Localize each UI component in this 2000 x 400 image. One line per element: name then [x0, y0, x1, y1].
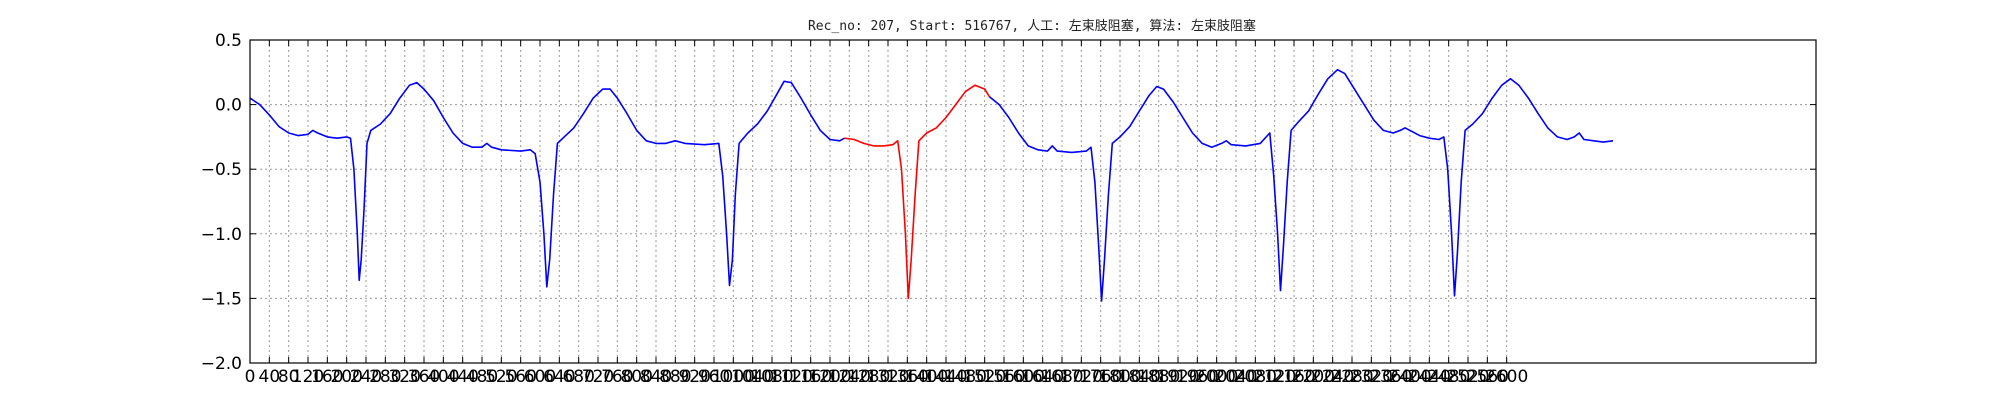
x-tick-label: 40 — [259, 367, 281, 387]
x-tick-label: 1960 — [1176, 367, 1219, 387]
x-tick-label: 2160 — [1272, 367, 1315, 387]
y-tick-label: 0.0 — [215, 96, 242, 116]
x-tick-label: 1880 — [1137, 367, 1180, 387]
x-tick-label: 1600 — [1002, 367, 1045, 387]
x-tick-label: 2440 — [1408, 367, 1451, 387]
series-line-2 — [988, 68, 1614, 302]
x-tick-label: 2480 — [1427, 367, 1470, 387]
x-tick-label: 2280 — [1330, 367, 1373, 387]
chart-title: Rec_no: 207, Start: 516767, 人工: 左束肢阻塞, 算… — [808, 18, 1256, 34]
x-tick-label: 680 — [562, 367, 594, 387]
x-tick-label: 200 — [330, 367, 362, 387]
x-tick-label: 1480 — [944, 367, 987, 387]
x-tick-label: 2200 — [1292, 367, 1335, 387]
x-tick-label: 1680 — [1040, 367, 1083, 387]
x-tick-label: 160 — [311, 367, 343, 387]
series-line-1 — [844, 84, 991, 300]
x-tick-label: 1720 — [1060, 367, 1103, 387]
x-tick-label: 920 — [678, 367, 710, 387]
x-tick-label: 720 — [582, 367, 614, 387]
grid — [250, 40, 1816, 363]
x-tick-label: 80 — [278, 367, 300, 387]
x-tick-label: 1240 — [828, 367, 871, 387]
x-tick-label: 120 — [292, 367, 324, 387]
x-tick-label: 1160 — [789, 367, 832, 387]
x-tick-label: 2320 — [1350, 367, 1393, 387]
x-tick-label: 1440 — [924, 367, 967, 387]
y-tick-label: −1.0 — [201, 225, 242, 245]
x-tick-label: 1200 — [808, 367, 851, 387]
x-tick-label: 240 — [350, 367, 382, 387]
x-tick-label: 280 — [369, 367, 401, 387]
x-tick-label: 2000 — [1195, 367, 1238, 387]
x-tick-label: 320 — [388, 367, 420, 387]
x-tick-label: 2120 — [1253, 367, 1296, 387]
x-tick-label: 1840 — [1118, 367, 1161, 387]
x-tick-label: 2560 — [1466, 367, 1509, 387]
y-tick-label: −2.0 — [201, 354, 242, 374]
x-axis: 0 408012016020024028032036040044048052056… — [245, 40, 1528, 387]
plot-frame — [249, 39, 1817, 364]
x-tick-label: 1080 — [750, 367, 793, 387]
x-tick-label: 2080 — [1234, 367, 1277, 387]
x-tick-label: 1360 — [886, 367, 929, 387]
x-tick-label: 2520 — [1446, 367, 1489, 387]
x-tick-label: 1640 — [1021, 367, 1064, 387]
x-tick-label: 1120 — [770, 367, 813, 387]
x-tick-label: 960 — [698, 367, 730, 387]
x-tick-label: 1800 — [1098, 367, 1141, 387]
y-axis: 0.5 0.0 −0.5 −1.0 −1.5 −2.0 — [201, 31, 1816, 374]
x-tick-label: 1400 — [905, 367, 948, 387]
x-tick-label: 1000 — [712, 367, 755, 387]
x-tick-label: 360 — [408, 367, 440, 387]
x-tick-label: 880 — [659, 367, 691, 387]
x-tick-label: 440 — [446, 367, 478, 387]
x-tick-label: 0 — [245, 367, 256, 387]
x-tick-label: 1920 — [1156, 367, 1199, 387]
x-tick-label: 400 — [427, 367, 459, 387]
series-layer — [249, 68, 1614, 302]
x-tick-label: 2040 — [1214, 367, 1257, 387]
x-tick-label: 2360 — [1369, 367, 1412, 387]
y-tick-label: −0.5 — [201, 160, 242, 180]
x-tick-label: 840 — [640, 367, 672, 387]
x-tick-label: 2600 — [1485, 367, 1528, 387]
x-tick-label: 760 — [601, 367, 633, 387]
x-tick-label: 2400 — [1388, 367, 1431, 387]
x-tick-label: 1280 — [847, 367, 890, 387]
y-tick-label: −1.5 — [201, 289, 242, 309]
y-tick-label: 0.5 — [215, 31, 242, 51]
x-tick-label: 800 — [620, 367, 652, 387]
x-tick-label: 1520 — [963, 367, 1006, 387]
x-tick-label: 2240 — [1311, 367, 1354, 387]
series-line-0 — [249, 80, 845, 288]
x-tick-label: 640 — [543, 367, 575, 387]
x-tick-label: 480 — [466, 367, 498, 387]
x-tick-label: 1320 — [866, 367, 909, 387]
x-tick-label: 560 — [504, 367, 536, 387]
x-tick-label: 520 — [485, 367, 517, 387]
x-tick-label: 1040 — [731, 367, 774, 387]
x-tick-label: 1560 — [982, 367, 1025, 387]
x-tick-label: 600 — [524, 367, 556, 387]
x-tick-label: 1760 — [1079, 367, 1122, 387]
